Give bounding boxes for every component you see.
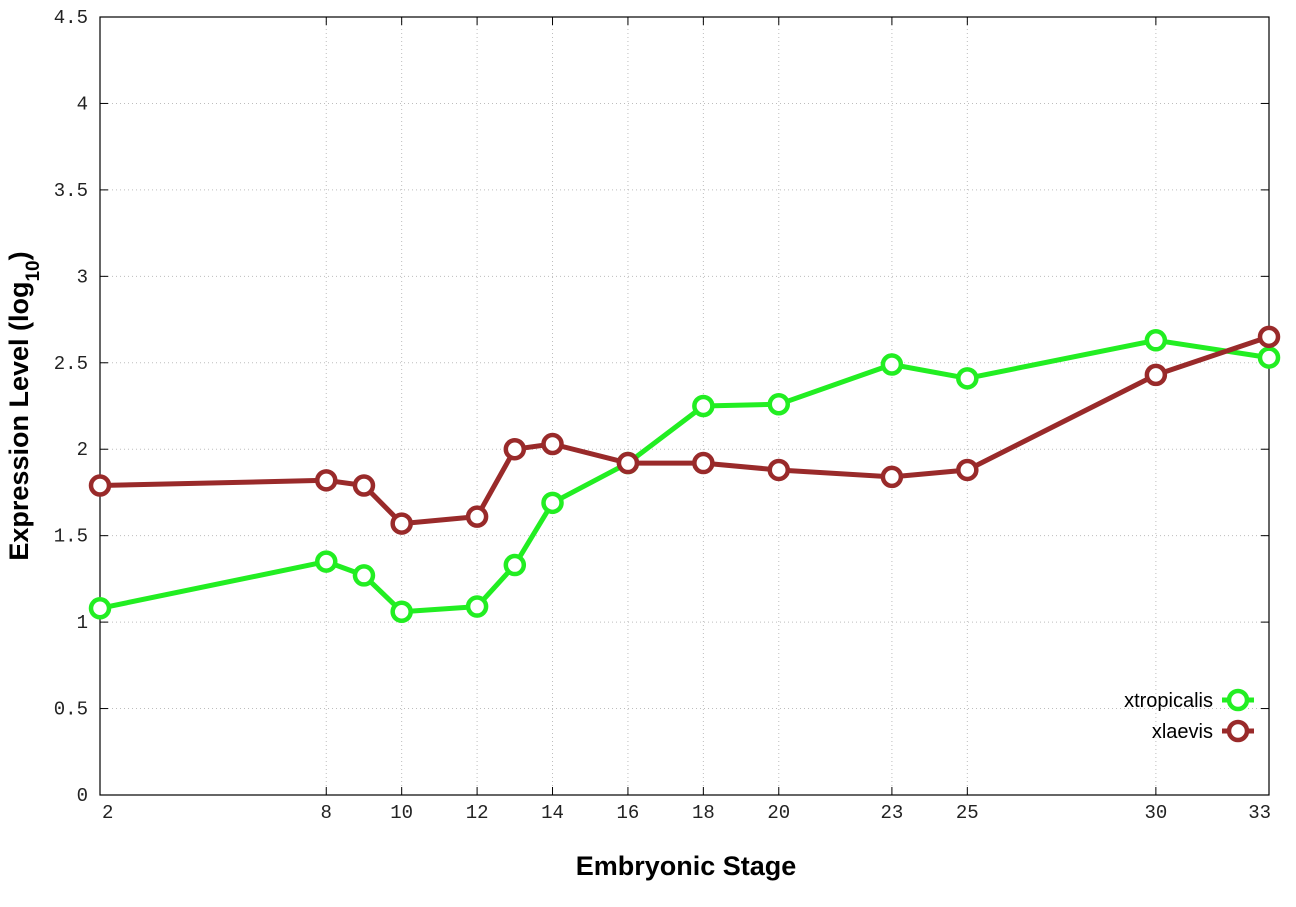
legend-label-xtropicalis: xtropicalis [1124,690,1213,712]
tick-labels: 0 0.5 1 1.5 2 2.5 3 3.5 4 4.5 2 8 10 12 14 16 18 20 23 25 30… [54,7,1271,824]
data-point-xtropicalis [956,367,979,390]
legend-label-xlaevis: xlaevis [1152,721,1213,743]
y-axis-title: Expression Level (log10) [4,251,44,560]
data-point-xtropicalis [692,394,715,418]
y-axis-title-subscript: 10 [23,260,44,281]
x-axis-title: Embryonic Stage [576,851,797,881]
data-point-xtropicalis [880,353,904,376]
legend-entry-xtropicalis: xtropicalis [1124,688,1254,712]
y-tick-label: 1 [77,612,88,634]
x-tick-label: 30 [1144,802,1167,824]
data-point-xtropicalis [1144,329,1168,352]
x-tick-label: 14 [541,802,564,824]
data-point-xtropicalis [352,564,376,587]
y-tick-label: 2.5 [54,353,88,375]
data-point-xtropicalis [767,393,791,416]
x-tick-label: 16 [617,802,640,824]
series-xtropicalis [88,329,1281,623]
y-tick-label: 4.5 [54,7,88,29]
data-point-xtropicalis [465,595,489,618]
data-point-xlaevis [767,458,791,482]
data-point-xlaevis [1144,363,1168,387]
data-point-xlaevis [541,432,564,456]
data-point-xtropicalis [315,550,338,573]
plot-frame [99,16,1270,796]
data-point-xlaevis [616,451,640,475]
x-tick-label: 12 [466,802,489,824]
data-point-xlaevis [390,512,413,535]
data-point-xlaevis [465,505,489,528]
x-tick-label: 20 [767,802,790,824]
data-point-xlaevis [352,474,376,497]
y-tick-label: 3 [77,266,88,288]
x-tick-label: 25 [956,802,979,824]
data-point-xlaevis [692,451,715,475]
y-tick-label: 3.5 [54,180,88,202]
legend-entry-xlaevis: xlaevis [1152,719,1254,743]
series-line-xlaevis [97,334,1272,527]
series-line-xtropicalis [97,337,1272,615]
data-point-xtropicalis [503,553,527,577]
data-point-xlaevis [880,465,904,489]
y-axis-title-close: ) [4,251,34,260]
x-tick-label: 10 [390,802,413,824]
grid [100,17,1269,795]
series-lines [88,325,1281,623]
data-point-xtropicalis [1257,346,1281,369]
data-point-xlaevis [1257,325,1281,349]
data-point-xlaevis [503,437,527,461]
x-tick-label: 8 [321,802,332,824]
x-tick-label: 33 [1248,802,1271,824]
x-tick-label: 2 [102,802,113,824]
x-tick-label: 18 [692,802,715,824]
x-tick-label: 23 [880,802,903,824]
legend: xtropicalis xlaevis [1124,688,1254,743]
y-tick-label: 0 [77,785,88,807]
data-point-xtropicalis [390,600,413,623]
data-point-xlaevis [88,474,112,497]
series-xlaevis [88,325,1281,535]
y-tick-label: 1.5 [54,526,88,548]
y-tick-label: 2 [77,439,88,461]
data-point-xlaevis [315,469,338,492]
data-point-xtropicalis [88,597,112,620]
y-axis-title-main: Expression Level (log [4,282,34,561]
y-tick-label: 0.5 [54,699,88,721]
data-point-xlaevis [956,458,979,482]
y-tick-label: 4 [77,93,88,115]
data-point-xtropicalis [541,491,564,515]
legend-marker-xlaevis [1226,719,1250,743]
legend-marker-xtropicalis [1226,688,1250,712]
